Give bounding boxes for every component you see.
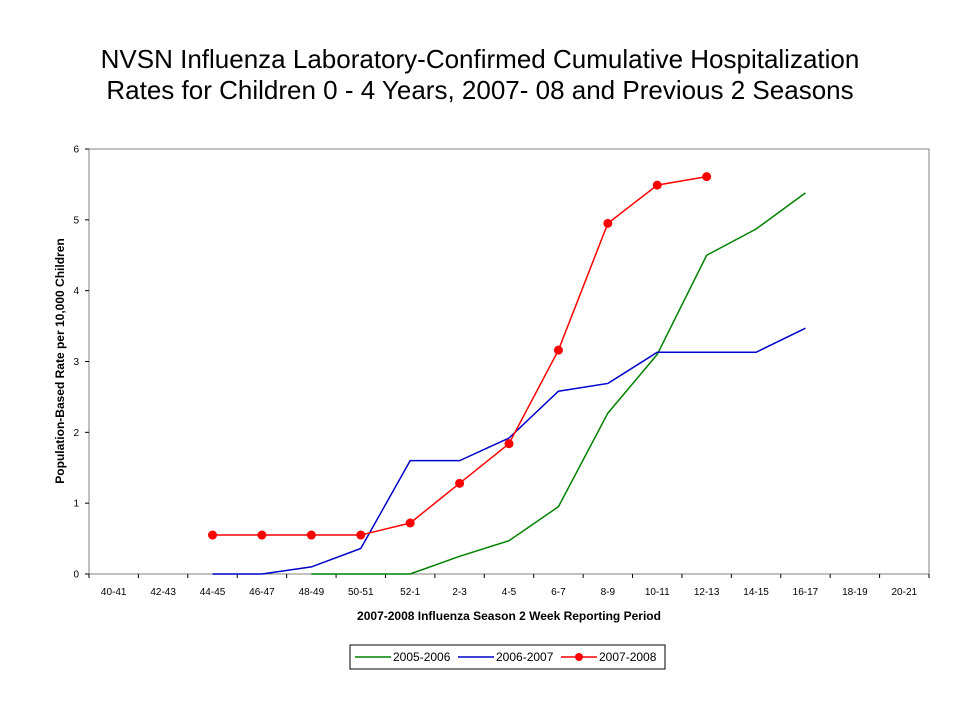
legend-label: 2005-2006 xyxy=(393,650,451,664)
x-axis: 40-41 42-43 44-45 46-47 48-49 50-51 52-1 2-3 4-5… xyxy=(88,574,930,598)
x-tick-label: 42-43 xyxy=(150,587,176,598)
x-tick-label: 16-17 xyxy=(793,587,819,598)
chart-title-line-2: Rates for Children 0 - 4 Years, 2007- 08… xyxy=(106,75,854,105)
y-tick-label: 6 xyxy=(73,145,79,156)
legend-label: 2007-2008 xyxy=(599,650,657,664)
x-axis-label: 2007-2008 Influenza Season 2 Week Report… xyxy=(357,609,661,623)
x-tick-label: 12-13 xyxy=(694,587,720,598)
legend-marker xyxy=(575,653,583,661)
data-point-2007-2008 xyxy=(553,345,563,355)
x-tick-label: 48-49 xyxy=(299,587,325,598)
series-line-2005-2006 xyxy=(311,192,806,575)
x-tick-label: 4-5 xyxy=(502,587,517,598)
data-point-2007-2008 xyxy=(405,518,415,528)
data-point-2007-2008 xyxy=(257,530,267,540)
data-point-2007-2008 xyxy=(652,180,662,190)
x-tick-label: 52-1 xyxy=(400,587,420,598)
y-axis: 0 1 2 3 4 5 6 xyxy=(73,145,89,581)
data-point-2007-2008 xyxy=(603,218,613,228)
chart-title-line-1: NVSN Influenza Laboratory-Confirmed Cumu… xyxy=(100,44,860,74)
x-tick-label: 50-51 xyxy=(348,587,374,598)
y-tick-label: 2 xyxy=(73,428,79,439)
x-tick-label: 20-21 xyxy=(892,587,918,598)
legend-box xyxy=(349,644,666,670)
x-tick-label: 8-9 xyxy=(601,587,616,598)
data-point-2007-2008 xyxy=(208,530,218,540)
x-tick-label: 14-15 xyxy=(743,587,769,598)
x-tick-label: 44-45 xyxy=(200,587,226,598)
y-tick-label: 5 xyxy=(73,215,79,226)
x-tick-label: 40-41 xyxy=(101,587,127,598)
x-tick-label: 2-3 xyxy=(452,587,467,598)
y-tick-label: 4 xyxy=(73,286,79,297)
x-tick-label: 10-11 xyxy=(645,587,670,598)
legend: 2005-2006 2006-2007 2007-2008 xyxy=(349,644,666,670)
series-line-2006-2007 xyxy=(212,327,806,575)
chart-title: NVSN Influenza Laboratory-Confirmed Cumu… xyxy=(0,44,960,106)
plot-area xyxy=(88,148,930,575)
x-tick-label: 6-7 xyxy=(551,587,566,598)
y-tick-label: 1 xyxy=(73,499,79,510)
data-point-2007-2008 xyxy=(455,478,465,488)
x-tick-label: 18-19 xyxy=(842,587,868,598)
data-point-2007-2008 xyxy=(306,530,316,540)
data-point-2007-2008 xyxy=(504,439,514,449)
legend-label: 2006-2007 xyxy=(496,650,554,664)
x-tick-label: 46-47 xyxy=(249,587,275,598)
data-point-2007-2008 xyxy=(702,172,712,182)
data-point-2007-2008 xyxy=(356,530,366,540)
y-tick-label: 0 xyxy=(73,570,79,581)
y-tick-label: 3 xyxy=(73,357,79,368)
y-axis-label: Population-Based Rate per 10,000 Childre… xyxy=(53,238,67,483)
series-group xyxy=(208,172,806,575)
